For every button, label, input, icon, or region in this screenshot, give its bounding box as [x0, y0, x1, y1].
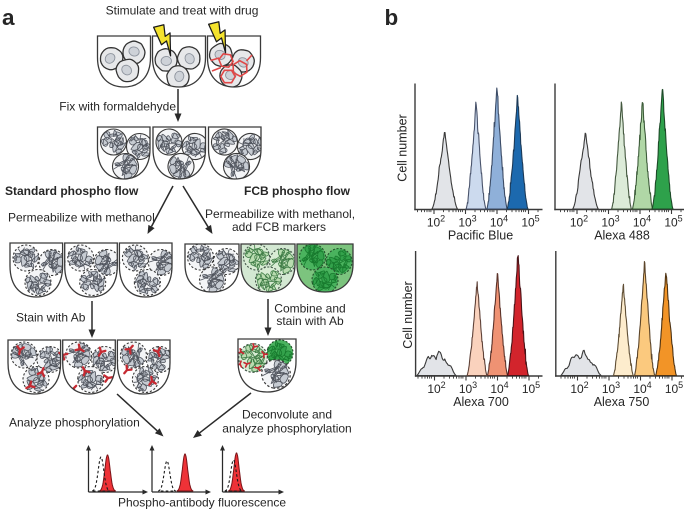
svg-text:a: a	[2, 5, 15, 30]
svg-text:Stain with Ab: Stain with Ab	[16, 311, 86, 325]
svg-text:stain with Ab: stain with Ab	[276, 314, 344, 328]
svg-text:analyze phosphorylation: analyze phosphorylation	[222, 422, 351, 436]
svg-text:Alexa 488: Alexa 488	[594, 229, 650, 243]
svg-text:Alexa 700: Alexa 700	[453, 395, 509, 409]
svg-text:Pacific Blue: Pacific Blue	[448, 229, 513, 243]
svg-text:FCB phospho flow: FCB phospho flow	[244, 184, 351, 198]
svg-text:Fix with formaldehyde: Fix with formaldehyde	[59, 100, 176, 114]
svg-text:Combine and: Combine and	[274, 302, 345, 316]
svg-text:Phospho-antibody fluorescence: Phospho-antibody fluorescence	[118, 496, 286, 510]
svg-text:Cell number: Cell number	[401, 281, 415, 348]
svg-text:Cell number: Cell number	[396, 114, 410, 181]
svg-text:Alexa 750: Alexa 750	[594, 395, 650, 409]
svg-text:Permeabilize with methanol: Permeabilize with methanol	[8, 211, 155, 225]
svg-text:b: b	[385, 5, 399, 30]
svg-text:Standard phospho flow: Standard phospho flow	[5, 184, 139, 198]
svg-text:add FCB markers: add FCB markers	[232, 220, 326, 234]
svg-text:Permeabilize with methanol,: Permeabilize with methanol,	[205, 207, 355, 221]
svg-text:Analyze phosphorylation: Analyze phosphorylation	[9, 416, 140, 430]
svg-text:Deconvolute and: Deconvolute and	[242, 408, 332, 422]
svg-text:Stimulate and treat with drug: Stimulate and treat with drug	[106, 4, 259, 18]
